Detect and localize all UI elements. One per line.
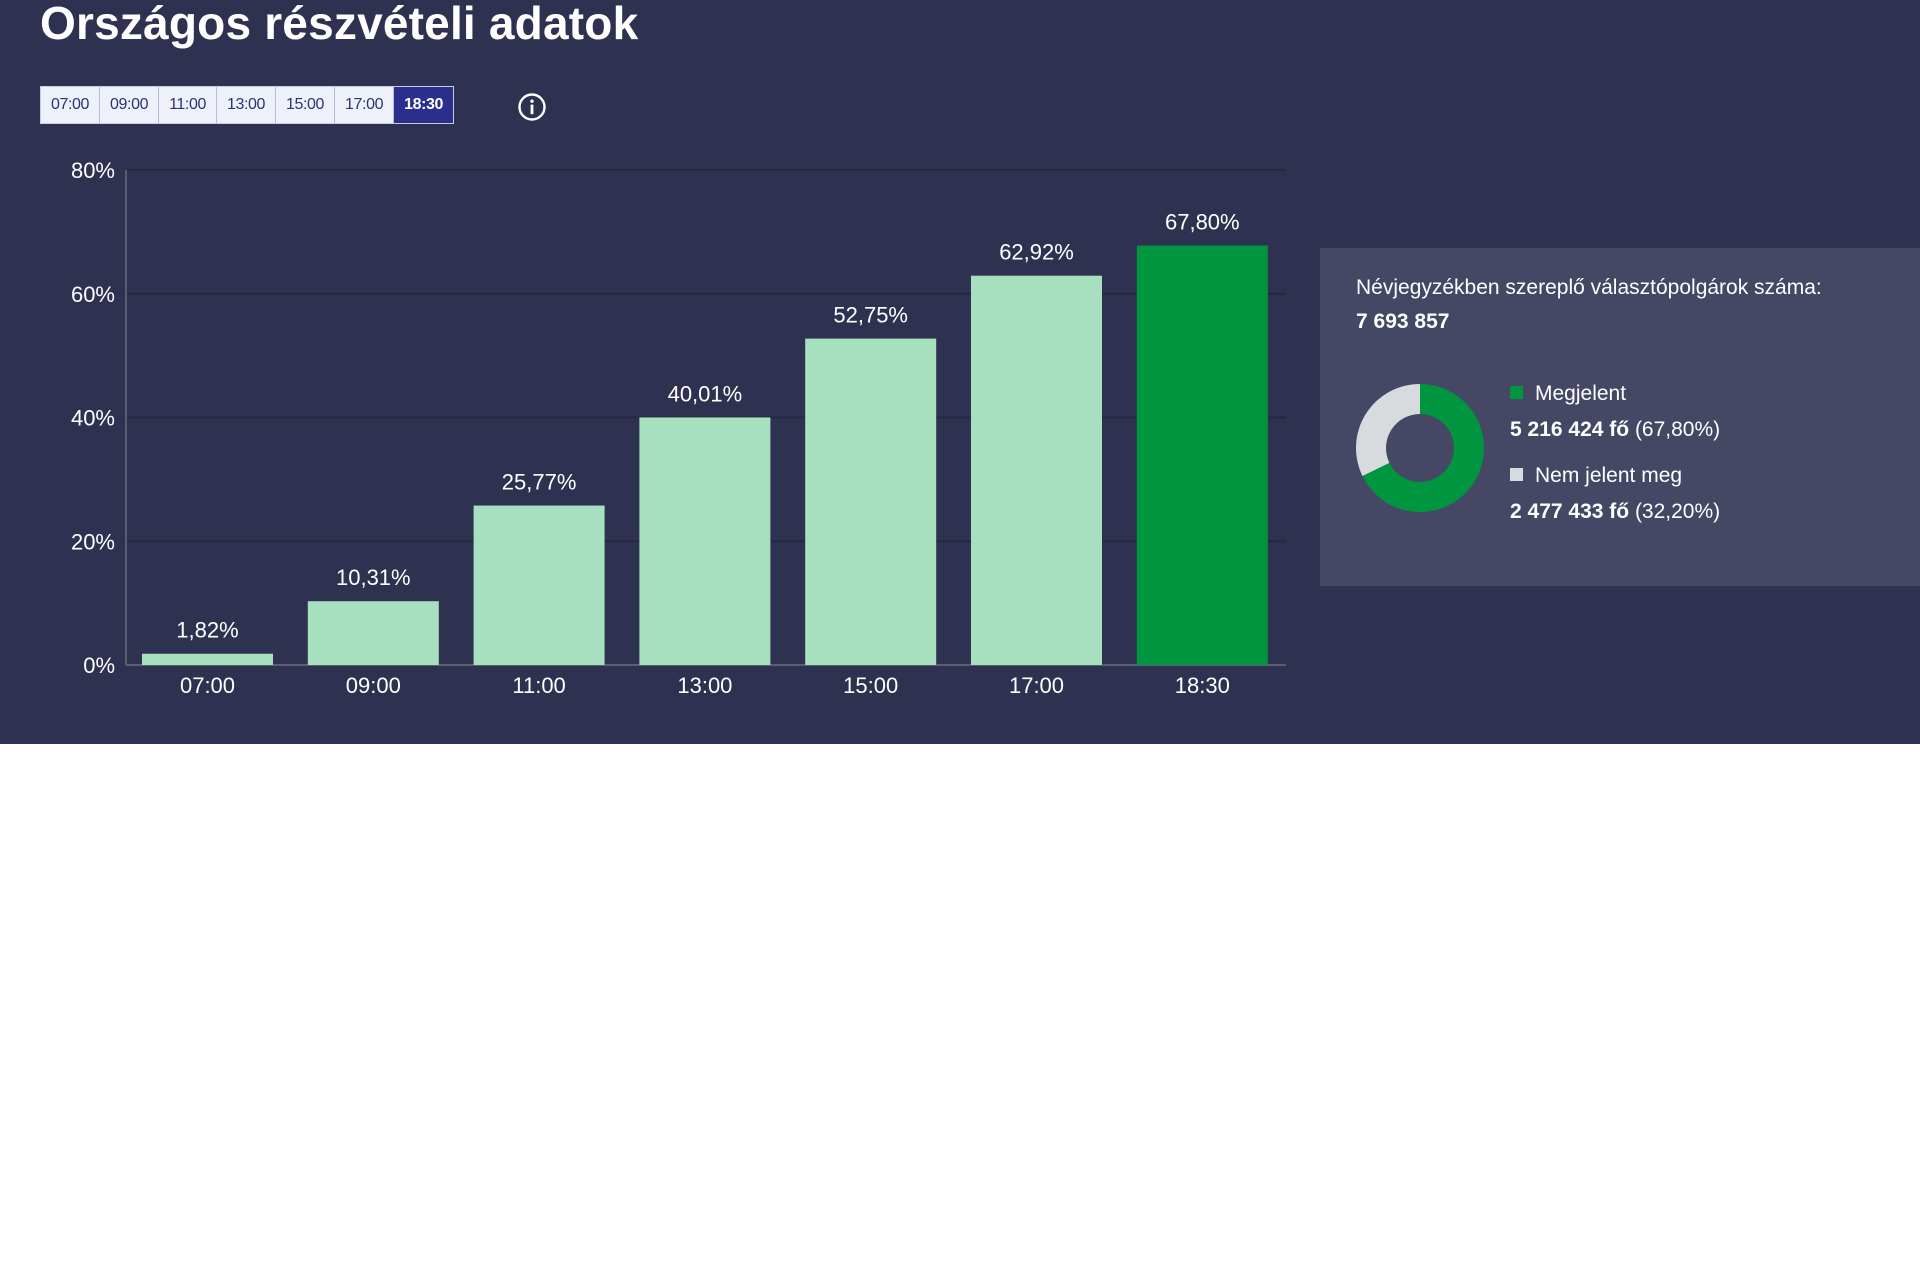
voted-count: 5 216 424 fő (1510, 418, 1630, 441)
bar-0900 (307, 601, 439, 665)
data-label: 52,75% (833, 303, 908, 328)
chart-axes: 0% 20% 40% 60% 80% (71, 158, 127, 678)
bar-1830 (1136, 245, 1268, 666)
voted-percent: (67,80%) (1634, 418, 1721, 441)
bars (142, 245, 1268, 666)
info-circle-icon[interactable] (517, 92, 547, 122)
summary-card: Névjegyzékben szereplő választópolgárok … (1320, 248, 1920, 586)
not-voted-count: 2 477 433 fő (1510, 500, 1630, 523)
x-tick-label: 09:00 (346, 673, 401, 698)
bar-1100 (473, 505, 605, 665)
y-tick-label: 0% (83, 653, 115, 678)
voted-swatch (1510, 386, 1523, 399)
data-label: 62,92% (999, 240, 1074, 265)
bar-labels: 1,82% 07:00 10,31% 09:00 25,77% 11:00 40,01% 13… (176, 209, 1239, 698)
data-label: 67,80% (1165, 209, 1240, 234)
page-title: Országos részvételi adatok (40, 0, 639, 49)
x-tick-label: 17:00 (1009, 673, 1064, 698)
voters-label: Névjegyzékben szereplő választópolgárok … (1356, 276, 1822, 299)
x-tick-label: 07:00 (180, 673, 235, 698)
time-tabs: 07:00 09:00 11:00 13:00 15:00 17:00 18:3… (40, 86, 455, 124)
data-label: 1,82% (176, 618, 238, 643)
legend-not-voted: Nem jelent meg 2 477 433 fő (32,20%) (1510, 464, 1720, 524)
donut-slice-not-voted (1356, 384, 1420, 476)
y-tick-label: 40% (71, 406, 115, 431)
tab-1830[interactable]: 18:30 (394, 87, 454, 123)
tab-1300[interactable]: 13:00 (216, 87, 276, 123)
tab-1500[interactable]: 15:00 (276, 87, 336, 123)
x-tick-label: 18:30 (1175, 673, 1230, 698)
legend-voted-label: Megjelent (1535, 382, 1627, 405)
not-voted-percent: (32,20%) (1634, 500, 1721, 523)
bar-1500 (805, 338, 937, 665)
tab-0900[interactable]: 09:00 (100, 87, 160, 123)
data-label: 25,77% (502, 470, 577, 495)
y-tick-label: 80% (71, 158, 115, 183)
bar-1700 (971, 275, 1102, 665)
data-label: 10,31% (336, 565, 411, 590)
bar-0700 (142, 653, 273, 665)
tab-1100[interactable]: 11:00 (159, 87, 217, 123)
x-tick-label: 13:00 (677, 673, 732, 698)
x-tick-label: 15:00 (843, 673, 898, 698)
y-tick-label: 20% (71, 529, 115, 554)
turnout-panel: Országos részvételi adatok 07:00 09:00 1… (0, 0, 1920, 744)
turnout-donut-chart (1356, 384, 1484, 512)
x-tick-label: 11:00 (512, 673, 565, 698)
turnout-bar-chart: 0% 20% 40% 60% 80% 1,82% 07:00 10,31% 09:00 25,7… (71, 158, 1286, 698)
legend-not-voted-label: Nem jelent meg (1535, 464, 1683, 487)
bar-1300 (639, 417, 771, 665)
legend-voted: Megjelent 5 216 424 fő (67,80%) (1510, 382, 1720, 442)
voters-count: 7 693 857 (1356, 310, 1450, 333)
not-voted-swatch (1510, 468, 1523, 481)
data-label: 40,01% (668, 381, 743, 406)
tab-1700[interactable]: 17:00 (335, 87, 395, 123)
donut-slice-voted (1362, 384, 1484, 512)
tab-0700[interactable]: 07:00 (41, 87, 101, 123)
y-tick-label: 60% (71, 282, 115, 307)
